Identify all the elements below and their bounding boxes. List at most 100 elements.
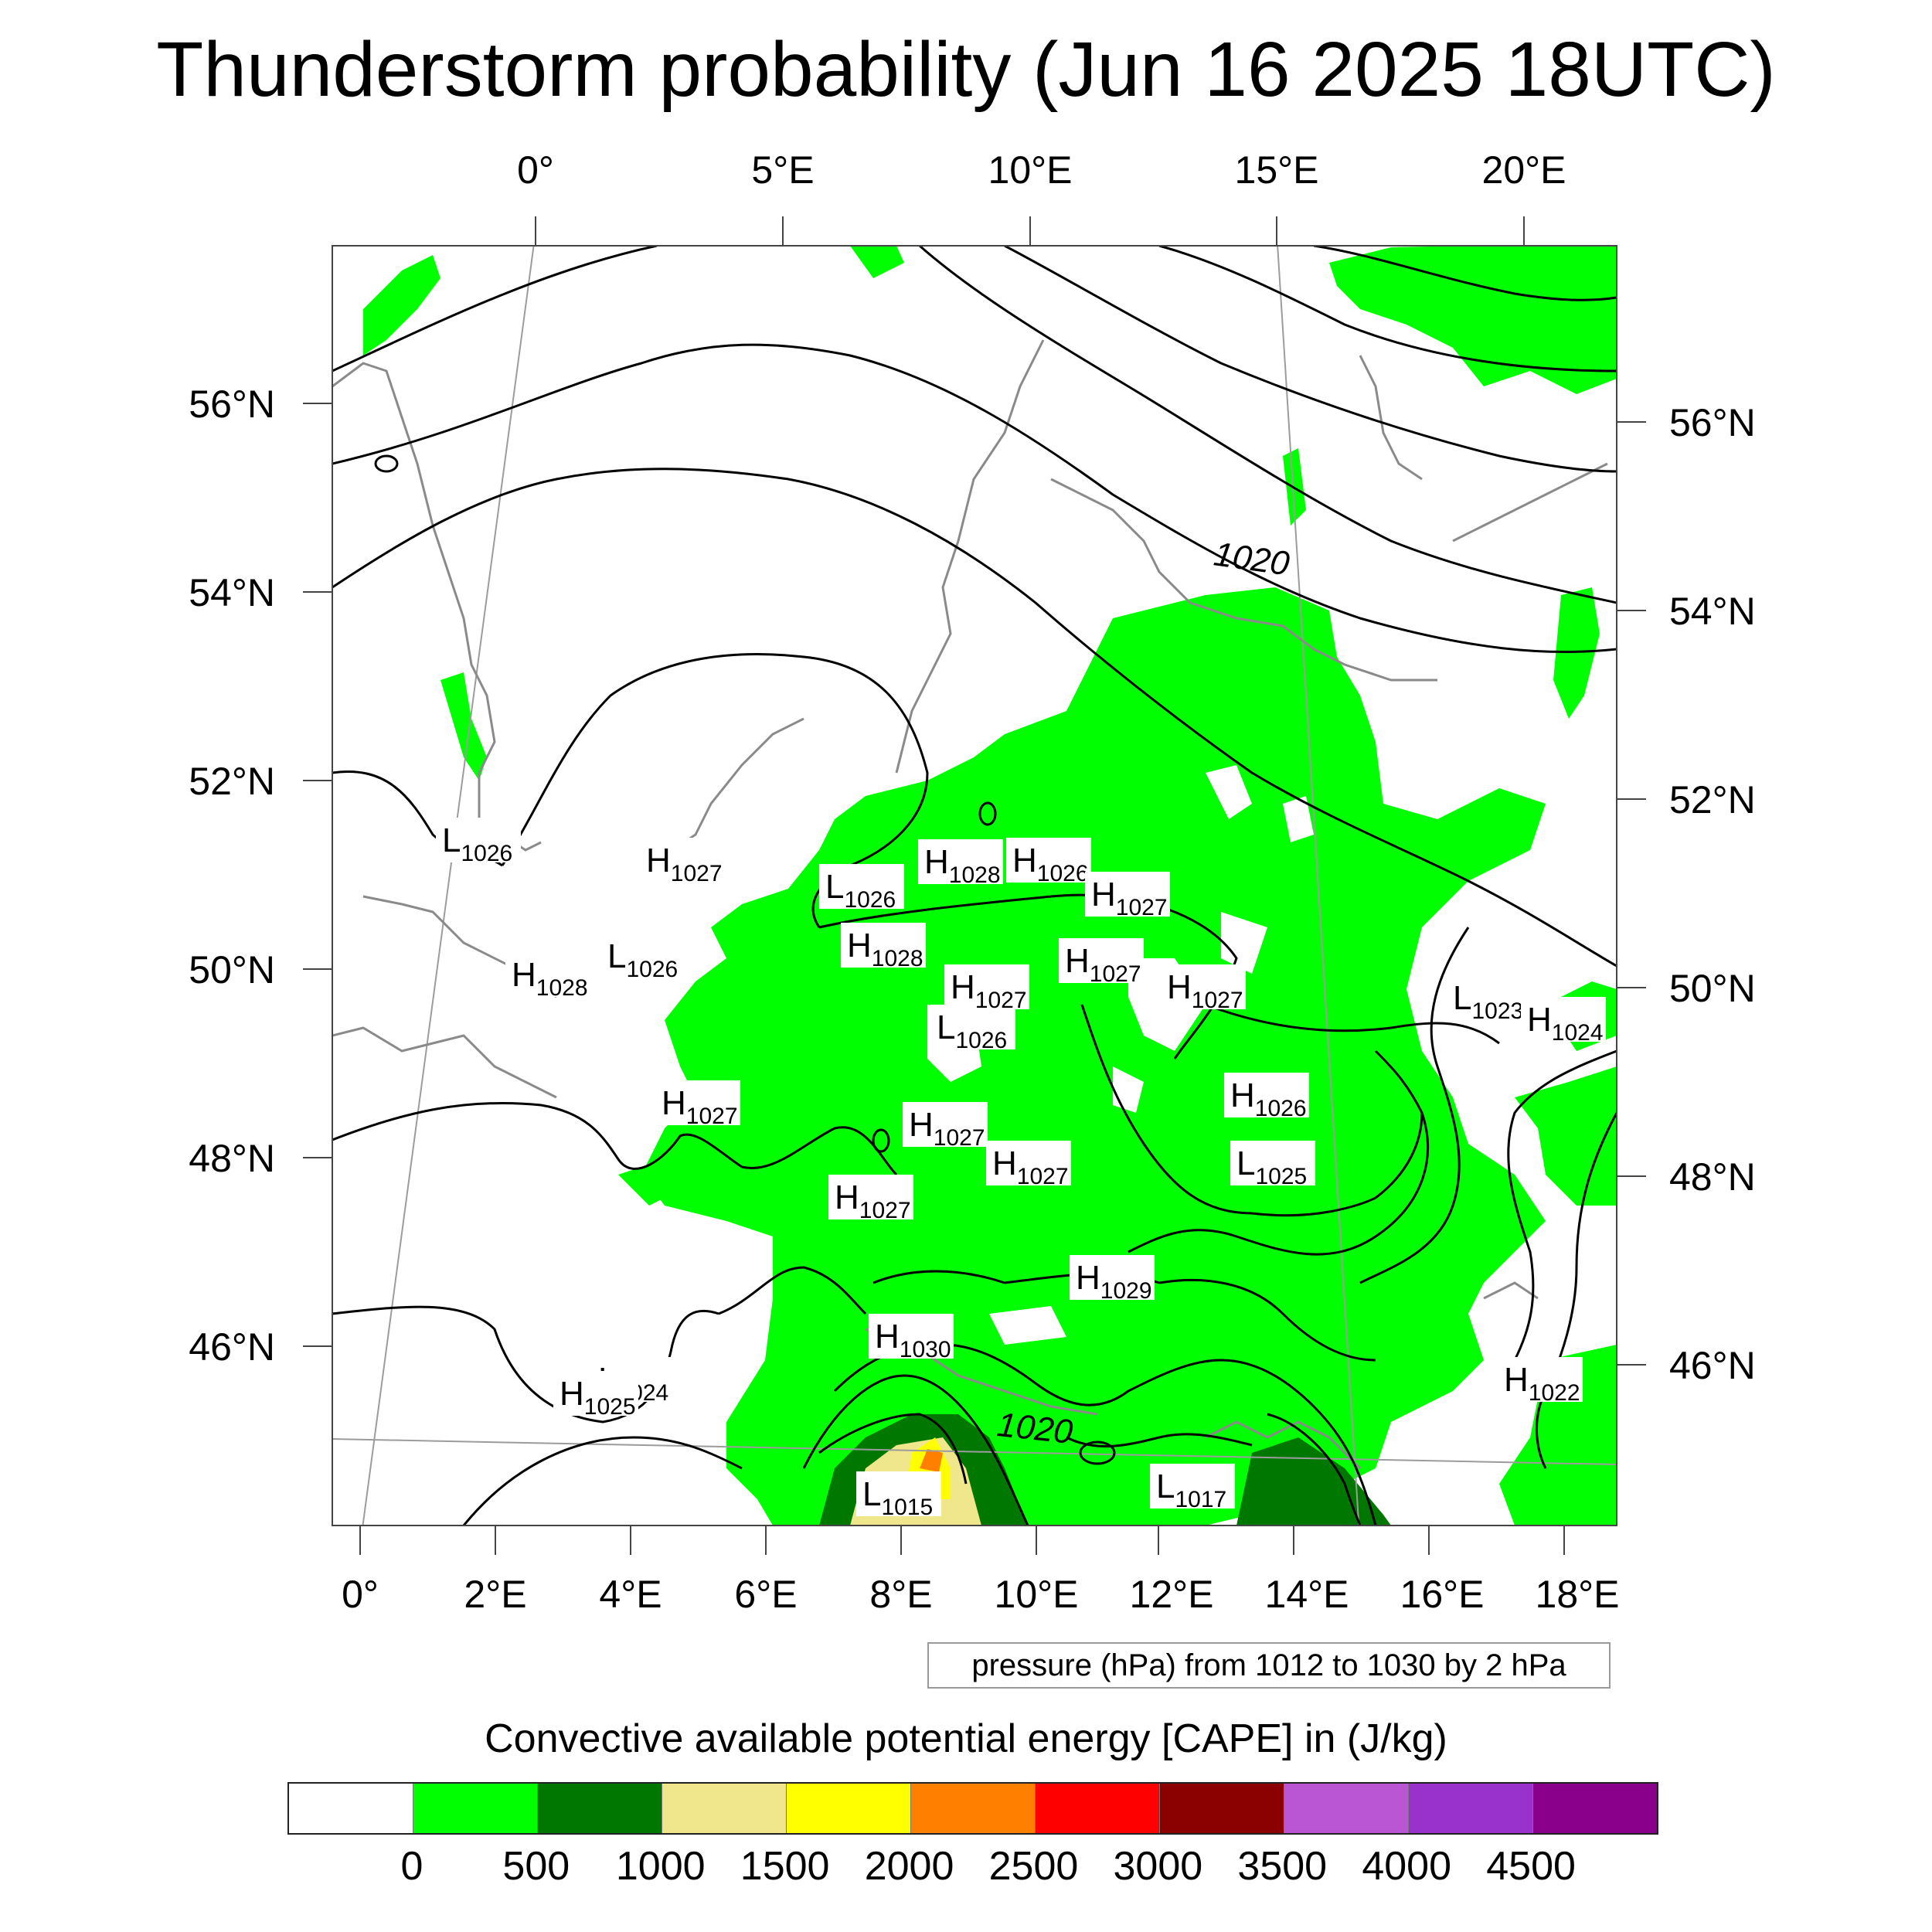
high-pressure-center: H1028 [924,843,1001,888]
right-latitude-labels: 56°N 54°N 52°N 50°N 48°N 46°N [1669,401,1756,1387]
lat-label: 48°N [1669,1155,1756,1199]
pressure-center-background [903,1102,988,1147]
lon-label: 18°E [1536,1573,1620,1616]
colorbar-swatch [413,1784,538,1833]
high-pressure-center: H1026 [1230,1077,1307,1121]
low-pressure-center: L1015 [862,1475,933,1520]
pressure-center-background [640,838,725,883]
high-pressure-center: H1027 [835,1179,911,1223]
colorbar-tick-label: 0 [400,1844,423,1889]
pressure-center-background [1521,997,1606,1042]
lon-label: 2°E [464,1573,526,1616]
cape-field [363,246,1617,1526]
pressure-center-background [856,1471,941,1516]
colorbar-swatch [1160,1784,1284,1833]
lat-label: 54°N [189,571,275,614]
pressure-center-background [930,1005,1015,1049]
low-pressure-center: L1023 [1453,979,1523,1024]
pressure-center-background [944,964,1029,1009]
lon-label: 6°E [734,1573,797,1616]
high-pressure-center: H1027 [1167,968,1243,1013]
colorbar-swatch [289,1784,413,1833]
low-pressure-center: L1026 [442,821,512,866]
graticule [332,246,1617,1526]
pressure-center-background [841,923,926,968]
lat-label: 56°N [189,383,275,426]
top-longitude-labels: 0° 5°E 10°E 15°E 20°E [517,148,1566,192]
high-pressure-center: H1028 [512,956,588,1001]
low-pressure-center: L1017 [1156,1468,1226,1512]
lon-label: 20°E [1482,148,1566,192]
high-pressure-center: H1027 [1065,942,1141,987]
isobar-label: 1020 [995,1406,1075,1451]
high-pressure-center: H1027 [951,968,1027,1013]
colorbar-tick-label: 3500 [1237,1844,1328,1889]
pressure-center-background [869,1314,954,1359]
colorbar-swatch [1533,1784,1657,1833]
pressure-center-background [1447,975,1532,1020]
pressure-center-background [1161,964,1246,1009]
colorbar-swatch [538,1784,662,1833]
pressure-center-background [918,839,1003,884]
lon-label: 4°E [599,1573,662,1616]
lon-label: 0° [517,148,554,192]
pressure-center-background [436,818,521,862]
lon-label: 16°E [1400,1573,1485,1616]
colorbar-tick-label: 2000 [864,1844,954,1889]
colorbar-tick-label: 3000 [1113,1844,1203,1889]
lon-label: 0° [342,1573,379,1616]
lon-label: 10°E [988,148,1073,192]
page-title: Thunderstorm probability (Jun 16 2025 18… [156,26,1776,113]
pressure-center-background [1498,1357,1583,1402]
pressure-center-background [1059,938,1144,983]
axis-ticks [303,216,1646,1555]
colorbar-swatch [1284,1784,1409,1833]
pressure-center-background [553,1371,638,1416]
colorbar-tick-label: 1000 [615,1844,706,1889]
pressure-center-background [1006,838,1091,883]
high-pressure-center: H1022 [1504,1361,1580,1406]
pressure-center-background [1230,1141,1315,1185]
lon-label: 8°E [869,1573,932,1616]
colorbar-tick-label: 4500 [1486,1844,1576,1889]
lat-label: 48°N [189,1137,275,1180]
colorbar-swatch [787,1784,911,1833]
colorbar-tick-label: 500 [502,1844,570,1889]
colorbar-swatch [1409,1784,1533,1833]
colorbar-swatch [1036,1784,1160,1833]
colorbar [287,1782,1658,1835]
high-pressure-center: H1027 [1091,876,1168,920]
pressure-center-background [1070,1255,1155,1300]
lon-label: 14°E [1265,1573,1349,1616]
lat-label: 46°N [189,1325,275,1369]
high-pressure-center: H1027 [662,1084,738,1129]
lon-label: 15°E [1235,148,1319,192]
pressure-center-background [601,934,686,978]
high-pressure-center: H1030 [875,1318,951,1362]
high-pressure-center: H1024 [1527,1001,1604,1046]
high-pressure-center: H1025 [560,1375,636,1420]
left-latitude-labels: 56°N 54°N 52°N 50°N 48°N 46°N [189,383,275,1369]
map-frame [332,245,1617,1526]
lon-label: 10°E [995,1573,1079,1616]
lon-label: 12°E [1130,1573,1214,1616]
bottom-longitude-labels: 0° 2°E 4°E 6°E 8°E 10°E 12°E 14°E 16°E 1… [342,1573,1619,1616]
pressure-center-background [505,952,590,997]
pressure-center-background [828,1175,913,1219]
pressure-note: pressure (hPa) from 1012 to 1030 by 2 hP… [927,1642,1611,1689]
pressure-center-background [986,1141,1071,1185]
low-pressure-center: L1026 [607,937,678,982]
lon-label: 5°E [751,148,814,192]
low-pressure-center: L1026 [937,1009,1007,1053]
high-pressure-center: H1028 [847,927,923,971]
colorbar-swatch [911,1784,1036,1833]
lat-label: 50°N [189,948,275,992]
high-pressure-center: H1027 [909,1106,985,1151]
high-pressure-center: H1029 [1076,1259,1152,1304]
colorbar-tick-label: 4000 [1362,1844,1452,1889]
lat-label: 56°N [1669,401,1756,444]
colorbar-tick-label: 2500 [988,1844,1079,1889]
lat-label: 52°N [1669,778,1756,821]
